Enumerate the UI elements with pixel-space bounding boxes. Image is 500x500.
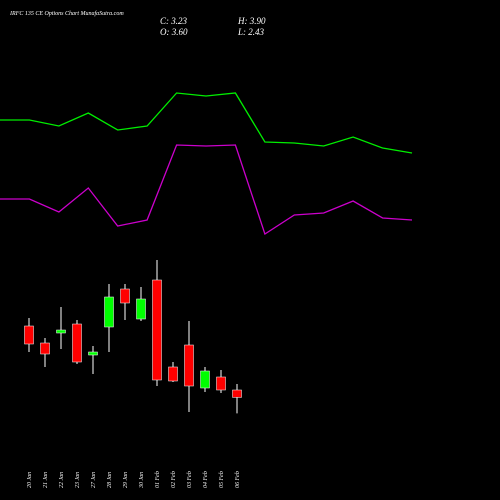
chart-title: IRFC 135 CE Options Chart MunafaSutra.co… (9, 10, 124, 17)
candle-body (104, 296, 114, 328)
x-tick-label: 27 Jan (91, 472, 97, 488)
candle-body (56, 329, 66, 334)
x-tick-label: 04 Feb (202, 471, 209, 488)
header-low: L: 2.43 (237, 27, 265, 37)
x-tick-label: 20 Jan (27, 472, 33, 488)
indicator-line (0, 92, 413, 154)
x-tick-label: 30 Jan (139, 472, 145, 489)
x-tick-label: 05 Feb (219, 471, 225, 488)
x-tick-label: 29 Jan (123, 472, 129, 488)
candle-body (88, 351, 98, 356)
x-tick-label: 01 Feb (155, 471, 161, 488)
candle-body (152, 279, 162, 381)
x-tick-label: 22 Jan (59, 472, 65, 488)
candle-body (184, 344, 194, 387)
candle-body (200, 370, 210, 389)
header-open: O: 3.60 (160, 27, 188, 37)
candle-body (136, 298, 146, 320)
candle-body (168, 366, 178, 382)
x-tick-label: 06 Feb (235, 471, 241, 488)
x-tick-label: 02 Feb (171, 471, 177, 488)
indicator-line (0, 144, 413, 236)
x-tick-label: 21 Jan (43, 472, 49, 488)
x-tick-label: 28 Jan (107, 472, 113, 488)
x-tick-label: 23 Jan (75, 472, 81, 488)
candle-body (232, 389, 242, 398)
candle-body (120, 288, 130, 304)
header-high: H: 3.90 (237, 16, 266, 26)
candle-body (24, 325, 34, 345)
candle-body (72, 323, 82, 363)
header-close: C: 3.23 (160, 16, 188, 26)
candle-body (216, 376, 226, 391)
x-tick-label: 03 Feb (187, 471, 193, 488)
candle-body (40, 342, 50, 355)
